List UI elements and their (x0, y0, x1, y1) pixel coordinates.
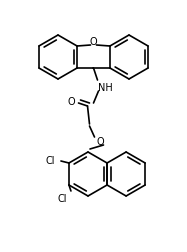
Text: NH: NH (98, 83, 113, 93)
Text: O: O (97, 137, 104, 147)
Text: Cl: Cl (45, 156, 55, 166)
Text: O: O (90, 37, 97, 47)
Text: O: O (68, 97, 75, 107)
Text: Cl: Cl (57, 194, 67, 204)
